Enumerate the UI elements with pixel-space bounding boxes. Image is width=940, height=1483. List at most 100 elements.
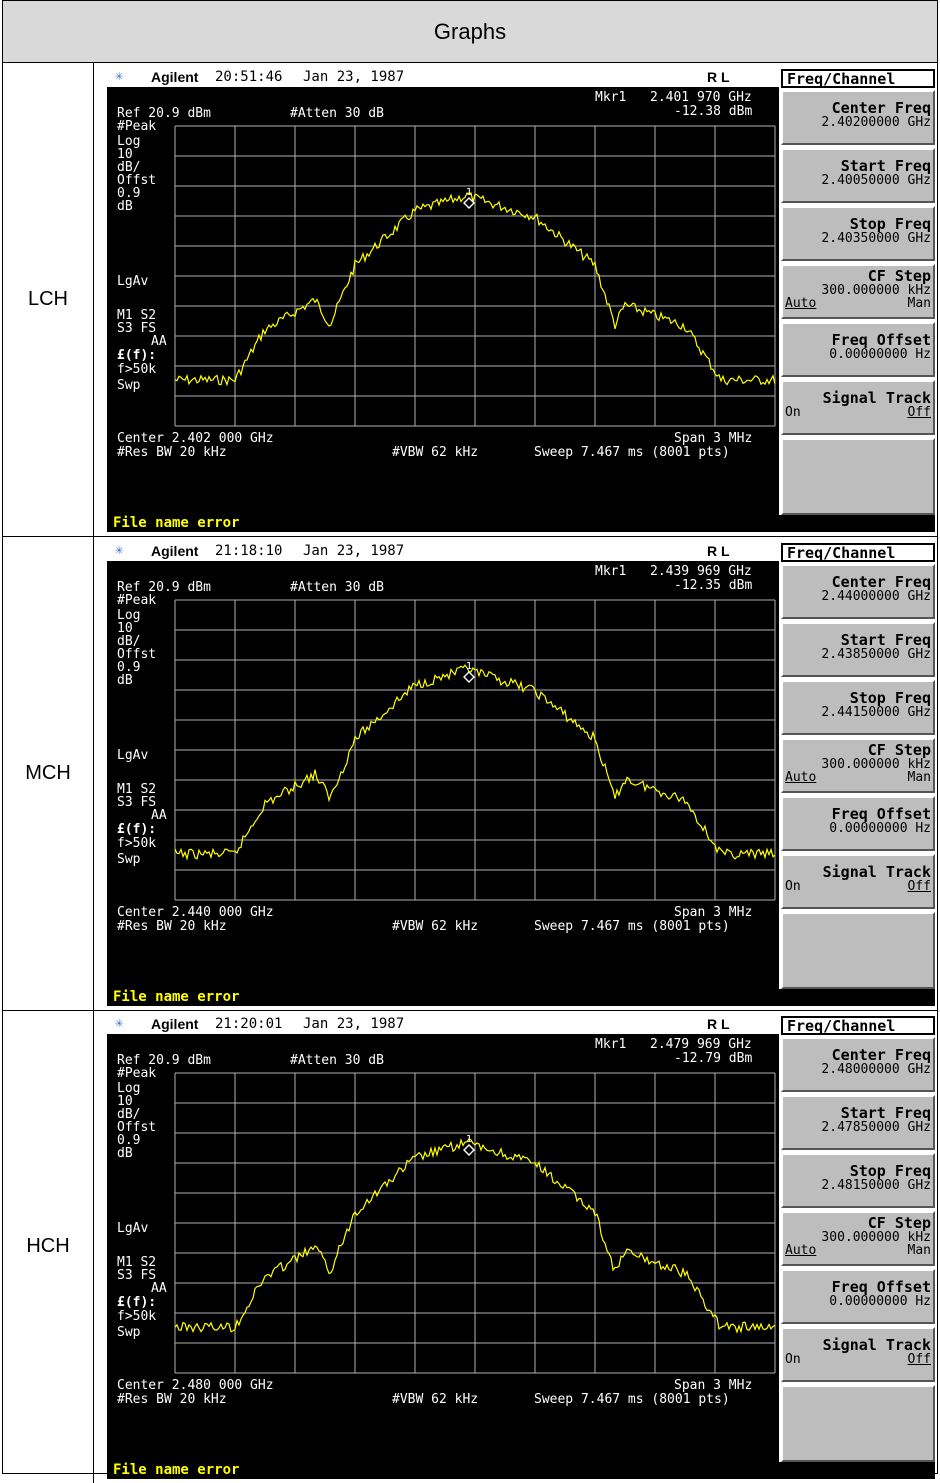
offset-label: Offst bbox=[117, 647, 157, 662]
center-freq-value: 2.48000000 GHz bbox=[821, 1062, 931, 1077]
video-bandwidth: #VBW 62 kHz bbox=[392, 445, 479, 460]
f50k-label: f>50k bbox=[117, 362, 157, 377]
signal-track-softkey[interactable]: Signal Track On Off bbox=[781, 380, 935, 435]
center-freq-label: Center Freq bbox=[831, 99, 931, 117]
sweep-mode-label: Swp bbox=[117, 852, 141, 867]
cf-step-value: 300.000000 kHz bbox=[821, 283, 931, 298]
ff-label: £(f): bbox=[117, 1295, 157, 1310]
averaging-label: LgAv bbox=[117, 1221, 149, 1236]
error-message: File name error bbox=[107, 989, 935, 1006]
remote-local-indicator: R L bbox=[707, 543, 730, 559]
freq-offset-label: Freq Offset bbox=[831, 1278, 931, 1296]
remote-local-indicator: R L bbox=[707, 1016, 730, 1032]
center-frequency-readout: Center 2.440 000 GHz bbox=[117, 905, 274, 920]
spectrum-analyzer-screenshot: ✳ Agilent 21:18:10 Jan 23, 1987 R L Mkr1… bbox=[107, 543, 935, 1006]
signal-track-on: On bbox=[785, 405, 801, 420]
offset-unit: dB bbox=[117, 199, 133, 214]
sweep-time: Sweep 7.467 ms (8001 pts) bbox=[534, 1392, 730, 1407]
cf-step-auto: Auto bbox=[785, 770, 817, 785]
start-freq-softkey[interactable]: Start Freq 2.43850000 GHz bbox=[781, 622, 935, 677]
scale-type-label: Log bbox=[117, 1081, 141, 1096]
menu-title: Freq/Channel bbox=[781, 543, 935, 562]
blank-softkey[interactable] bbox=[781, 1385, 935, 1462]
table-header: Graphs bbox=[3, 1, 937, 63]
freq-offset-value: 0.00000000 Hz bbox=[829, 821, 931, 836]
marker-diamond-icon bbox=[463, 197, 475, 209]
table-row: LCH ✳ Agilent 20:51:46 Jan 23, 1987 R L … bbox=[3, 63, 937, 537]
resolution-bandwidth: #Res BW 20 kHz bbox=[117, 919, 227, 934]
channel-label: LCH bbox=[3, 63, 94, 536]
scale-type-label: Log bbox=[117, 608, 141, 623]
start-freq-softkey[interactable]: Start Freq 2.47850000 GHz bbox=[781, 1095, 935, 1150]
marker-label: Mkr1 bbox=[595, 1037, 627, 1052]
signal-track-mode: On Off bbox=[783, 406, 931, 419]
stop-freq-value: 2.44150000 GHz bbox=[821, 705, 931, 720]
aa-label: AA bbox=[151, 334, 167, 349]
freq-offset-softkey[interactable]: Freq Offset 0.00000000 Hz bbox=[781, 322, 935, 377]
reference-level: Ref 20.9 dBm bbox=[117, 106, 211, 121]
freq-offset-softkey[interactable]: Freq Offset 0.00000000 Hz bbox=[781, 796, 935, 851]
analyzer-display: Mkr1 2.401 970 GHz -12.38 dBm Ref 20.9 d… bbox=[107, 87, 779, 515]
scale-value-label: 10 bbox=[117, 1094, 133, 1109]
signal-track-on: On bbox=[785, 1352, 801, 1367]
center-frequency-readout: Center 2.480 000 GHz bbox=[117, 1378, 274, 1393]
scale-unit-label: dB/ bbox=[117, 1107, 141, 1122]
resolution-bandwidth: #Res BW 20 kHz bbox=[117, 445, 227, 460]
signal-track-on: On bbox=[785, 879, 801, 894]
offset-unit: dB bbox=[117, 1146, 133, 1161]
averaging-label: LgAv bbox=[117, 274, 149, 289]
ff-label: £(f): bbox=[117, 348, 157, 363]
freq-offset-label: Freq Offset bbox=[831, 331, 931, 349]
cf-step-man: Man bbox=[907, 296, 931, 311]
cf-step-label: CF Step bbox=[867, 741, 931, 759]
stop-freq-label: Stop Freq bbox=[849, 1162, 931, 1180]
blank-softkey[interactable] bbox=[781, 912, 935, 989]
spectrum-trace bbox=[174, 664, 776, 861]
channel-label: HCH bbox=[3, 1010, 94, 1483]
analyzer-display: Mkr1 2.479 969 GHz -12.79 dBm Ref 20.9 d… bbox=[107, 1034, 779, 1462]
s3-fs-label: S3 FS bbox=[117, 795, 157, 810]
cf-step-softkey[interactable]: CF Step 300.000000 kHz Auto Man bbox=[781, 1211, 935, 1266]
start-freq-value: 2.47850000 GHz bbox=[821, 1120, 931, 1135]
signal-track-softkey[interactable]: Signal Track On Off bbox=[781, 1327, 935, 1382]
remote-local-indicator: R L bbox=[707, 69, 730, 85]
signal-track-off: Off bbox=[907, 1352, 931, 1367]
center-freq-softkey[interactable]: Center Freq 2.44000000 GHz bbox=[781, 564, 935, 619]
center-freq-value: 2.44000000 GHz bbox=[821, 589, 931, 604]
blank-softkey[interactable] bbox=[781, 438, 935, 515]
spectrum-plot: 1 bbox=[174, 1072, 776, 1374]
marker-frequency: 2.401 970 GHz bbox=[650, 90, 752, 105]
cf-step-softkey[interactable]: CF Step 300.000000 kHz Auto Man bbox=[781, 264, 935, 319]
spectrum-trace bbox=[174, 192, 776, 387]
marker-level: -12.38 dBm bbox=[674, 104, 753, 119]
signal-track-softkey[interactable]: Signal Track On Off bbox=[781, 854, 935, 909]
stop-freq-softkey[interactable]: Stop Freq 2.48150000 GHz bbox=[781, 1153, 935, 1208]
marker-number: 1 bbox=[466, 187, 472, 198]
center-freq-softkey[interactable]: Center Freq 2.48000000 GHz bbox=[781, 1037, 935, 1092]
resolution-bandwidth: #Res BW 20 kHz bbox=[117, 1392, 227, 1407]
span-readout: Span 3 MHz bbox=[674, 431, 753, 446]
detector-label: #Peak bbox=[117, 119, 157, 134]
start-freq-value: 2.43850000 GHz bbox=[821, 647, 931, 662]
stop-freq-label: Stop Freq bbox=[849, 215, 931, 233]
cf-step-softkey[interactable]: CF Step 300.000000 kHz Auto Man bbox=[781, 738, 935, 793]
center-freq-softkey[interactable]: Center Freq 2.40200000 GHz bbox=[781, 90, 935, 145]
attenuation: #Atten 30 dB bbox=[290, 580, 384, 595]
video-bandwidth: #VBW 62 kHz bbox=[392, 1392, 479, 1407]
brand-name: Agilent bbox=[151, 1016, 199, 1032]
stop-freq-softkey[interactable]: Stop Freq 2.44150000 GHz bbox=[781, 680, 935, 735]
brand-name: Agilent bbox=[151, 543, 199, 559]
freq-offset-softkey[interactable]: Freq Offset 0.00000000 Hz bbox=[781, 1269, 935, 1324]
cf-step-mode: Auto Man bbox=[783, 297, 931, 310]
start-freq-softkey[interactable]: Start Freq 2.40050000 GHz bbox=[781, 148, 935, 203]
detector-label: #Peak bbox=[117, 593, 157, 608]
cf-step-value: 300.000000 kHz bbox=[821, 1230, 931, 1245]
detector-label: #Peak bbox=[117, 1066, 157, 1081]
cf-step-auto: Auto bbox=[785, 1243, 817, 1258]
analyzer-title-bar: ✳ Agilent 20:51:46 Jan 23, 1987 R L bbox=[107, 69, 779, 87]
cf-step-auto: Auto bbox=[785, 296, 817, 311]
center-freq-label: Center Freq bbox=[831, 1046, 931, 1064]
stop-freq-softkey[interactable]: Stop Freq 2.40350000 GHz bbox=[781, 206, 935, 261]
signal-track-off: Off bbox=[907, 405, 931, 420]
